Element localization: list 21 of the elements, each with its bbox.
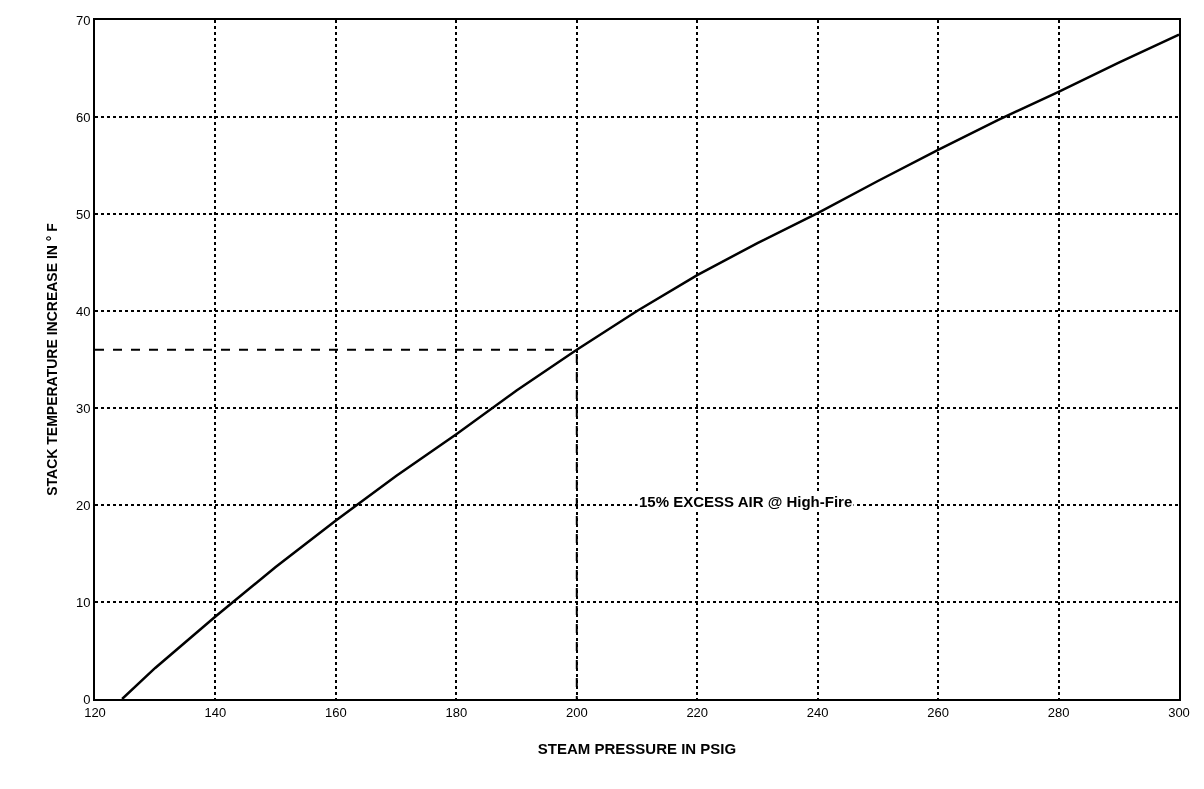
x-tick-label: 160 — [325, 704, 347, 720]
x-axis-title: STEAM PRESSURE IN PSIG — [537, 740, 737, 758]
y-tick-label: 70 — [75, 12, 91, 28]
x-tick-label: 260 — [927, 704, 949, 720]
y-tick-label: 30 — [75, 400, 91, 416]
annotation: 15% EXCESS AIR @ High-Fire — [639, 493, 853, 510]
x-tick-label: 280 — [1047, 704, 1070, 720]
x-tick-label: 180 — [445, 704, 468, 720]
y-tick-label: 0 — [83, 691, 91, 707]
y-tick-label: 50 — [75, 206, 91, 222]
y-tick-label: 40 — [75, 303, 91, 319]
y-tick-label: 60 — [75, 109, 91, 125]
x-tick-label: 200 — [565, 704, 588, 720]
y-tick-label: 20 — [75, 497, 91, 513]
x-tick-label: 300 — [1168, 704, 1190, 720]
x-tick-label: 140 — [204, 704, 227, 720]
x-tick-label: 120 — [84, 704, 106, 720]
y-axis-title: STACK TEMPERATURE INCREASE IN ° F — [44, 222, 61, 496]
x-tick-label: 240 — [806, 704, 829, 720]
x-tick-label: 220 — [686, 704, 709, 720]
y-tick-label: 10 — [75, 594, 91, 610]
